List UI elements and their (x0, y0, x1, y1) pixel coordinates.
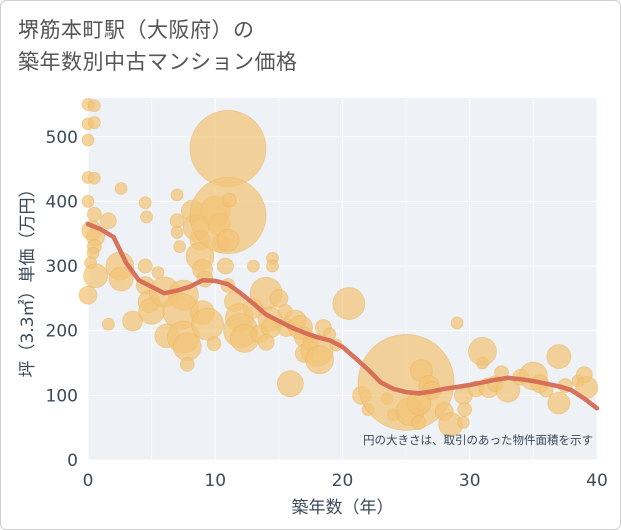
bubble-point (456, 416, 470, 429)
y-tick-label: 500 (46, 128, 78, 148)
x-tick-label: 10 (204, 471, 226, 491)
bubble-point (140, 210, 153, 224)
bubble-point (172, 332, 202, 362)
bubble-point (247, 259, 260, 273)
bubble-point (78, 285, 98, 305)
bubble-point (170, 226, 184, 239)
bubble-point (332, 287, 366, 320)
bubble-point (83, 263, 109, 289)
bubble-point (269, 288, 289, 308)
bubble-point (108, 266, 134, 292)
trend-line (85, 221, 600, 411)
bubble-point (216, 228, 240, 252)
y-tick-label: 100 (46, 386, 78, 406)
bubble-point (411, 415, 427, 430)
y-tick-label: 200 (46, 322, 78, 342)
chart-title-line1: 堺筋本町駅（大阪府）の (18, 18, 255, 42)
bubble-point (81, 195, 95, 208)
bubble-point (189, 110, 267, 187)
bubble-point (276, 370, 304, 398)
bubble-point (191, 307, 225, 341)
bubble-point (114, 182, 128, 195)
bubble-point (81, 133, 95, 147)
y-axis-label: 坪（3.3㎡）単価（万円） (18, 180, 38, 377)
bubble-point (137, 258, 153, 274)
bubble-point (99, 212, 117, 230)
x-tick-label: 0 (83, 471, 94, 491)
bubble-point (206, 336, 222, 352)
bubble-point (266, 259, 279, 273)
chart-title-line2: 築年数別中古マンション価格 (18, 50, 298, 74)
x-axis-label: 築年数（年） (292, 498, 394, 518)
bubble-point (87, 171, 101, 185)
bubble-point (189, 177, 267, 255)
bubble-size-note: 円の大きさは、取引のあった物件面積を示す (363, 433, 593, 447)
bubble-point (86, 206, 102, 222)
bubble-point (221, 192, 237, 208)
bubble-point (547, 391, 571, 415)
x-tick-label: 30 (459, 471, 481, 491)
y-tick-label: 300 (46, 257, 78, 277)
bubble-point (170, 188, 184, 202)
bubble-point (87, 99, 101, 113)
y-tick-label: 400 (46, 192, 78, 212)
bubble-point (87, 116, 101, 129)
bubble-point (173, 240, 187, 254)
y-tick-label: 0 (67, 451, 78, 471)
x-tick-label: 40 (586, 471, 608, 491)
bubble-point (169, 213, 185, 229)
bubble-point (217, 257, 234, 275)
bubble-point (179, 356, 195, 372)
x-tick-label: 20 (332, 471, 354, 491)
bubble-point (546, 344, 572, 369)
chart-title: 堺筋本町駅（大阪府）の 築年数別中古マンション価格 (18, 14, 298, 78)
bubble-point (257, 333, 275, 351)
bubble-point (457, 402, 473, 417)
bubble-point (101, 317, 115, 331)
bubble-point (138, 196, 152, 210)
bubble-point (450, 316, 464, 330)
bubble-point (305, 345, 334, 375)
bubble-point (468, 336, 497, 366)
